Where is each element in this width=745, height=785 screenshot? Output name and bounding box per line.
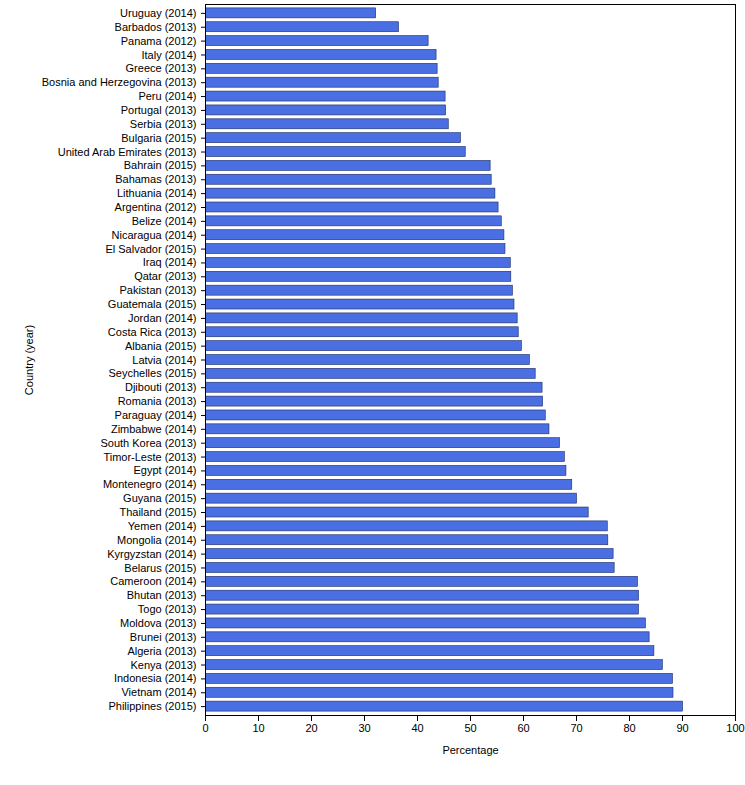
svg-text:Costa Rica (2013): Costa Rica (2013) [108,326,197,338]
svg-text:Qatar (2013): Qatar (2013) [134,270,196,282]
svg-text:Kenya (2013): Kenya (2013) [130,659,196,671]
svg-text:Iraq (2014): Iraq (2014) [143,256,197,268]
svg-text:Thailand (2015): Thailand (2015) [119,506,196,518]
svg-text:Vietnam (2014): Vietnam (2014) [121,686,196,698]
svg-text:Timor-Leste (2013): Timor-Leste (2013) [103,451,196,463]
svg-text:90: 90 [676,722,688,734]
svg-text:Bhutan (2013): Bhutan (2013) [127,589,197,601]
svg-text:Nicaragua (2014): Nicaragua (2014) [112,229,197,241]
svg-text:Albania (2015): Albania (2015) [125,340,197,352]
svg-text:Bahamas (2013): Bahamas (2013) [115,173,196,185]
svg-text:100: 100 [726,722,744,734]
svg-text:Greece (2013): Greece (2013) [126,62,197,74]
svg-text:Moldova (2013): Moldova (2013) [120,617,196,629]
svg-text:80: 80 [623,722,635,734]
svg-text:Brunei (2013): Brunei (2013) [130,631,197,643]
svg-text:Italy (2014): Italy (2014) [141,48,196,60]
svg-text:Romania (2013): Romania (2013) [118,395,197,407]
svg-text:Lithuania (2014): Lithuania (2014) [117,187,197,199]
svg-text:Indonesia (2014): Indonesia (2014) [114,672,197,684]
svg-text:Barbados (2013): Barbados (2013) [115,21,197,33]
svg-text:Peru (2014): Peru (2014) [138,90,196,102]
svg-text:0: 0 [202,722,208,734]
svg-text:Bosnia and Herzegovina (2013): Bosnia and Herzegovina (2013) [42,76,197,88]
svg-text:Percentage: Percentage [442,744,498,756]
svg-text:Mongolia (2014): Mongolia (2014) [117,534,197,546]
svg-text:United Arab Emirates (2013): United Arab Emirates (2013) [58,146,197,158]
svg-text:Guatemala (2015): Guatemala (2015) [108,298,197,310]
svg-text:40: 40 [411,722,423,734]
svg-text:South Korea (2013): South Korea (2013) [100,437,196,449]
svg-text:Serbia (2013): Serbia (2013) [130,118,197,130]
svg-text:70: 70 [570,722,582,734]
svg-text:Kyrgyzstan (2014): Kyrgyzstan (2014) [107,548,196,560]
svg-text:Zimbabwe (2014): Zimbabwe (2014) [111,423,197,435]
svg-text:Belarus (2015): Belarus (2015) [124,561,196,573]
svg-text:Uruguay (2014): Uruguay (2014) [120,7,196,19]
svg-text:Bahrain (2015): Bahrain (2015) [124,159,197,171]
svg-text:20: 20 [305,722,317,734]
svg-text:El Salvador (2015): El Salvador (2015) [105,243,196,255]
svg-text:Bulgaria (2015): Bulgaria (2015) [121,132,196,144]
svg-text:60: 60 [517,722,529,734]
svg-text:Guyana (2015): Guyana (2015) [123,492,196,504]
svg-text:Montenegro (2014): Montenegro (2014) [103,478,197,490]
svg-text:Paraguay (2014): Paraguay (2014) [115,409,197,421]
svg-text:Algeria (2013): Algeria (2013) [127,645,196,657]
svg-text:Portugal (2013): Portugal (2013) [121,104,197,116]
svg-text:Cameroon (2014): Cameroon (2014) [110,575,196,587]
svg-text:10: 10 [252,722,264,734]
svg-text:30: 30 [358,722,370,734]
svg-text:Panama (2012): Panama (2012) [121,35,197,47]
svg-text:Yemen (2014): Yemen (2014) [128,520,197,532]
svg-text:Egypt (2014): Egypt (2014) [134,464,197,476]
svg-text:Belize (2014): Belize (2014) [132,215,197,227]
svg-text:Togo (2013): Togo (2013) [138,603,197,615]
svg-text:Jordan (2014): Jordan (2014) [128,312,197,324]
svg-text:Philippines (2015): Philippines (2015) [108,700,196,712]
svg-text:Pakistan (2013): Pakistan (2013) [119,284,196,296]
svg-text:Seychelles (2015): Seychelles (2015) [108,367,196,379]
svg-text:Latvia (2014): Latvia (2014) [132,354,196,366]
svg-text:Country (year): Country (year) [23,325,35,395]
svg-text:Argentina (2012): Argentina (2012) [115,201,197,213]
svg-text:50: 50 [464,722,476,734]
svg-text:Djibouti (2013): Djibouti (2013) [125,381,197,393]
